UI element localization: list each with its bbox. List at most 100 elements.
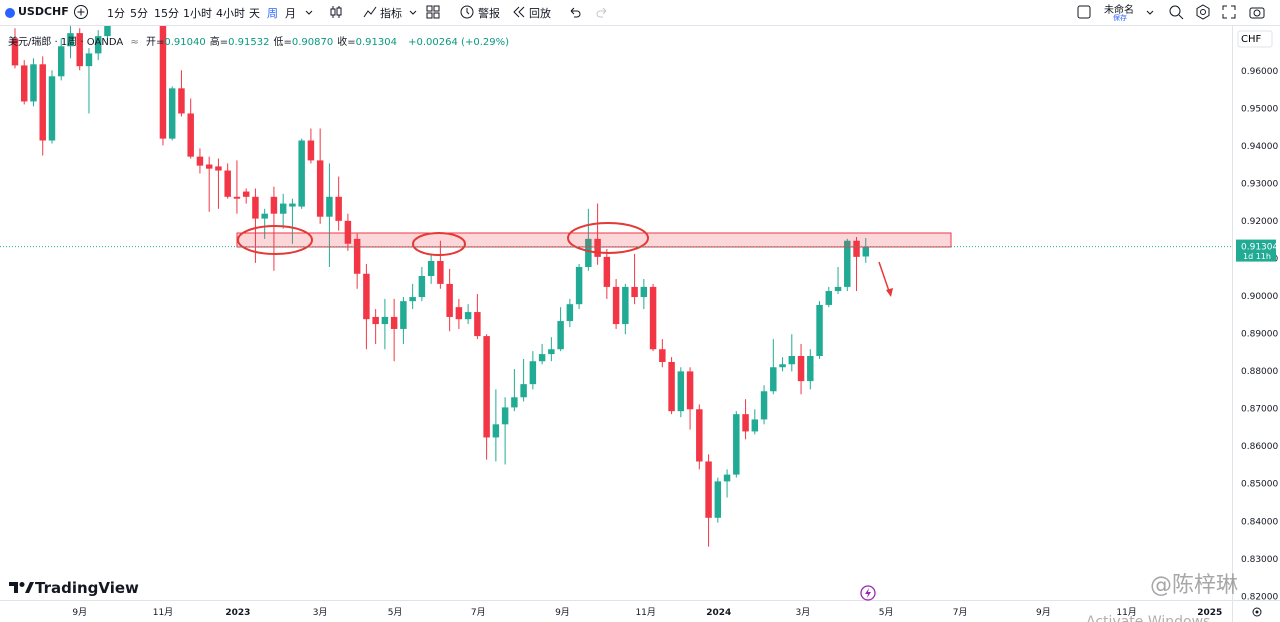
chevron[interactable]	[408, 8, 418, 18]
interval[interactable]: 天	[249, 7, 260, 20]
arrow-annotation	[878, 261, 893, 297]
watermark: @陈梓琳	[1150, 573, 1238, 598]
candle-body	[575, 267, 583, 305]
chart-style[interactable]	[328, 4, 344, 20]
legend-title[interactable]: 美元/瑞郎 · 1周 · OANDA	[8, 37, 124, 48]
candle-body	[511, 397, 518, 408]
y-tick-label: 0.92000	[1241, 217, 1278, 227]
candle-body	[779, 364, 786, 368]
symbol[interactable]: USDCHF	[18, 5, 69, 18]
candle-body	[427, 261, 435, 277]
ohlc-key: 低=	[273, 37, 292, 48]
candle-body	[353, 238, 361, 274]
candle-body	[316, 160, 324, 217]
replay[interactable]: 回放	[529, 7, 551, 20]
candle-body	[270, 196, 278, 214]
add-symbol[interactable]	[73, 4, 89, 20]
chevron[interactable]	[1145, 8, 1155, 18]
interval[interactable]: 1分	[107, 7, 125, 20]
alert-icon[interactable]	[459, 4, 475, 20]
x-tick-label: 11月	[635, 607, 655, 618]
candle-body	[659, 349, 666, 362]
chevron[interactable]	[304, 8, 314, 18]
y-tick-label: 0.95000	[1241, 104, 1278, 114]
x-tick-label: 2025	[1197, 608, 1222, 618]
save[interactable]: 保存	[1113, 14, 1127, 22]
settings-icon[interactable]	[1252, 607, 1262, 617]
candle-body	[742, 414, 749, 432]
candle-body	[289, 203, 296, 207]
x-tick-label: 9月	[555, 607, 570, 618]
interval[interactable]: 月	[285, 7, 296, 20]
x-tick-label: 11月	[153, 607, 173, 618]
interval[interactable]: 4小时	[216, 7, 245, 20]
y-tick-label: 0.90000	[1241, 292, 1278, 302]
candle-body	[335, 196, 342, 221]
layout-checkbox[interactable]	[1077, 5, 1091, 19]
candle-body	[538, 354, 546, 362]
layouts-icon[interactable]	[426, 5, 440, 19]
currency-box[interactable]	[1237, 30, 1273, 48]
x-tick-label: 3月	[796, 607, 811, 618]
last-price-box	[1236, 239, 1276, 262]
x-tick-label: 9月	[1036, 607, 1051, 618]
candle-body	[696, 409, 703, 462]
interval-selected[interactable]: 周	[267, 7, 278, 20]
y-tick-label: 0.82000	[1241, 592, 1278, 602]
ohlc-value: 0.91304	[355, 37, 397, 48]
candle-body	[168, 88, 176, 139]
undo[interactable]	[568, 5, 582, 19]
y-tick-label: 0.89000	[1241, 330, 1278, 340]
logo: TradingView	[9, 579, 139, 597]
lightning-icon[interactable]	[860, 585, 876, 601]
interval[interactable]: 15分	[154, 7, 179, 20]
interval[interactable]: 1小时	[183, 7, 212, 20]
last-price-label: 0.91304	[1241, 243, 1278, 253]
circle-annotation	[412, 232, 466, 256]
ohlc-key: 开=	[145, 37, 165, 48]
redo[interactable]	[595, 5, 609, 19]
candle-body	[649, 286, 657, 350]
candle-body	[640, 286, 648, 298]
y-tick-label: 0.88000	[1241, 367, 1278, 377]
candle-body	[844, 240, 851, 287]
candle-body	[723, 474, 731, 482]
currency[interactable]: CHF	[1241, 34, 1262, 45]
indicators[interactable]: 指标	[380, 7, 402, 20]
indicators-icon[interactable]	[362, 4, 378, 20]
interval[interactable]: 5分	[130, 7, 148, 20]
candle-body	[566, 304, 574, 322]
replay-icon[interactable]	[512, 5, 526, 19]
candle-body	[57, 46, 65, 77]
candle-body	[862, 246, 870, 257]
candle-body	[224, 170, 231, 197]
candle-body	[372, 316, 379, 325]
candle-body	[557, 321, 564, 350]
search-icon[interactable]	[1168, 4, 1184, 20]
candle-body	[520, 384, 527, 398]
circle-annotation	[567, 222, 649, 254]
settings-icon[interactable]	[1195, 4, 1211, 20]
candle-body	[363, 273, 370, 320]
candle-body	[492, 424, 500, 438]
y-tick-label: 0.93000	[1241, 179, 1278, 189]
candle-body	[714, 481, 722, 518]
snapshot-icon[interactable]	[1249, 4, 1265, 20]
candle-body	[788, 355, 796, 365]
candle-body	[187, 113, 194, 157]
x-tick-label: 3月	[313, 607, 328, 618]
candle-body	[622, 286, 629, 325]
candle-body	[677, 371, 685, 412]
circle-annotation	[237, 225, 313, 255]
candle-body	[631, 286, 638, 298]
y-tick-label: 0.84000	[1241, 517, 1278, 527]
candle-body	[48, 76, 56, 141]
x-tick-label: 5月	[388, 607, 403, 618]
layout-name[interactable]: 未命名	[1104, 5, 1134, 16]
candle-body	[418, 276, 426, 298]
fullscreen-icon[interactable]	[1221, 4, 1237, 20]
candle-body	[612, 286, 620, 325]
alert[interactable]: 警报	[478, 7, 500, 20]
candle-body	[464, 312, 472, 320]
